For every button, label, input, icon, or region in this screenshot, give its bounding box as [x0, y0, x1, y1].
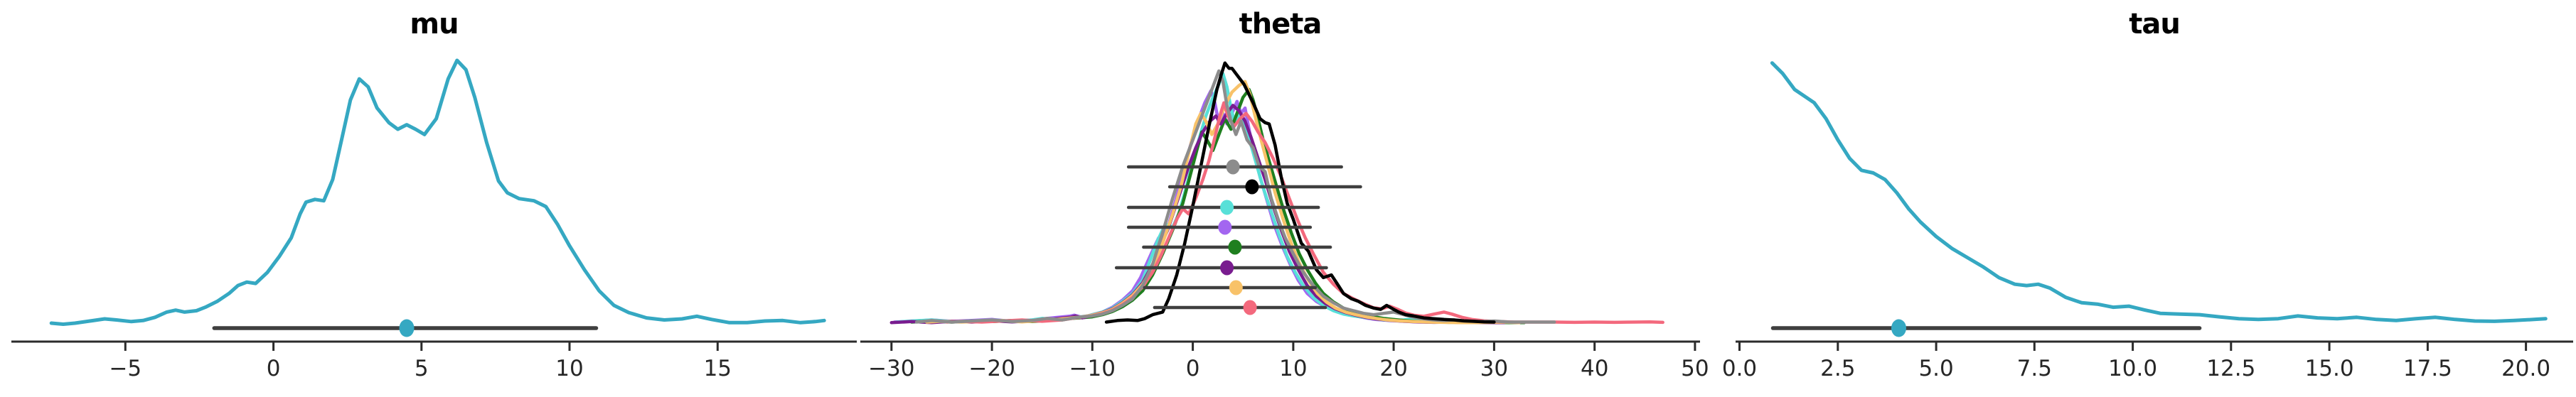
point-estimate-dot-orange	[1229, 280, 1243, 295]
kde-curve-black	[1104, 61, 1496, 324]
panel-title-tau: tau	[2129, 8, 2181, 40]
x-tick-label: 0	[267, 356, 281, 381]
x-tick-label: 5.0	[1918, 356, 1953, 381]
mu-density-chart: −5 0 5 10 15	[11, 58, 857, 381]
x-tick-label: 12.5	[2206, 356, 2255, 381]
x-tick-label: −20	[968, 356, 1015, 381]
point-estimate-dot-green	[1228, 239, 1242, 255]
x-tick-label: 20	[1379, 356, 1407, 381]
x-tick-label: 10	[1279, 356, 1307, 381]
panel-theta: theta −30 −20 −10 0 10 20 30 40 50	[860, 0, 1709, 397]
x-tick-label: 15	[704, 356, 732, 381]
x-tick-label: 5	[415, 356, 429, 381]
x-tick-label: 15.0	[2305, 356, 2354, 381]
x-tick-label: 0.0	[1722, 356, 1757, 381]
point-estimate-dot-gray	[1226, 159, 1240, 175]
panel-title-mu: mu	[410, 8, 459, 40]
x-tick-label: 20.0	[2501, 356, 2550, 381]
point-estimate-dot-medium-purple	[1218, 219, 1232, 235]
x-tick-label: 50	[1681, 356, 1709, 381]
x-tick-label: 10.0	[2108, 356, 2157, 381]
kde-curve-tau-posterior	[1770, 61, 2548, 323]
x-tick-label: 40	[1581, 356, 1608, 381]
x-tick-label: −5	[109, 356, 141, 381]
point-estimate-dot-tau-hdi	[1891, 319, 1906, 337]
point-estimate-dot-black	[1245, 179, 1259, 195]
panel-title-theta: theta	[1239, 8, 1322, 40]
x-tick-label: 30	[1480, 356, 1508, 381]
x-tick-label: 10	[555, 356, 583, 381]
x-tick-label: −10	[1069, 356, 1116, 381]
tau-density-chart: 0.0 2.5 5.0 7.5 10.0 12.5 15.0 17.5 20.0	[1722, 61, 2573, 381]
point-estimate-dot-purple	[1220, 260, 1234, 276]
x-tick-label: 2.5	[1820, 356, 1855, 381]
kde-curve-mu-posterior	[49, 58, 826, 326]
x-tick-label: −30	[868, 356, 914, 381]
theta-density-chart: −30 −20 −10 0 10 20 30 40 50	[860, 61, 1709, 381]
x-tick-label: 0	[1186, 356, 1200, 381]
point-estimate-dot-mu-hdi	[399, 319, 415, 337]
panel-mu: mu −5 0 5 10 15	[11, 0, 857, 397]
x-tick-label: 17.5	[2403, 356, 2452, 381]
panel-tau: tau 0.0 2.5 5.0 7.5 10.0 12.5 15.0 17.5 20.0	[1722, 0, 2573, 397]
point-estimate-dot-salmon	[1243, 300, 1257, 315]
point-estimate-dot-turquoise	[1220, 200, 1234, 215]
x-tick-label: 7.5	[2017, 356, 2052, 381]
